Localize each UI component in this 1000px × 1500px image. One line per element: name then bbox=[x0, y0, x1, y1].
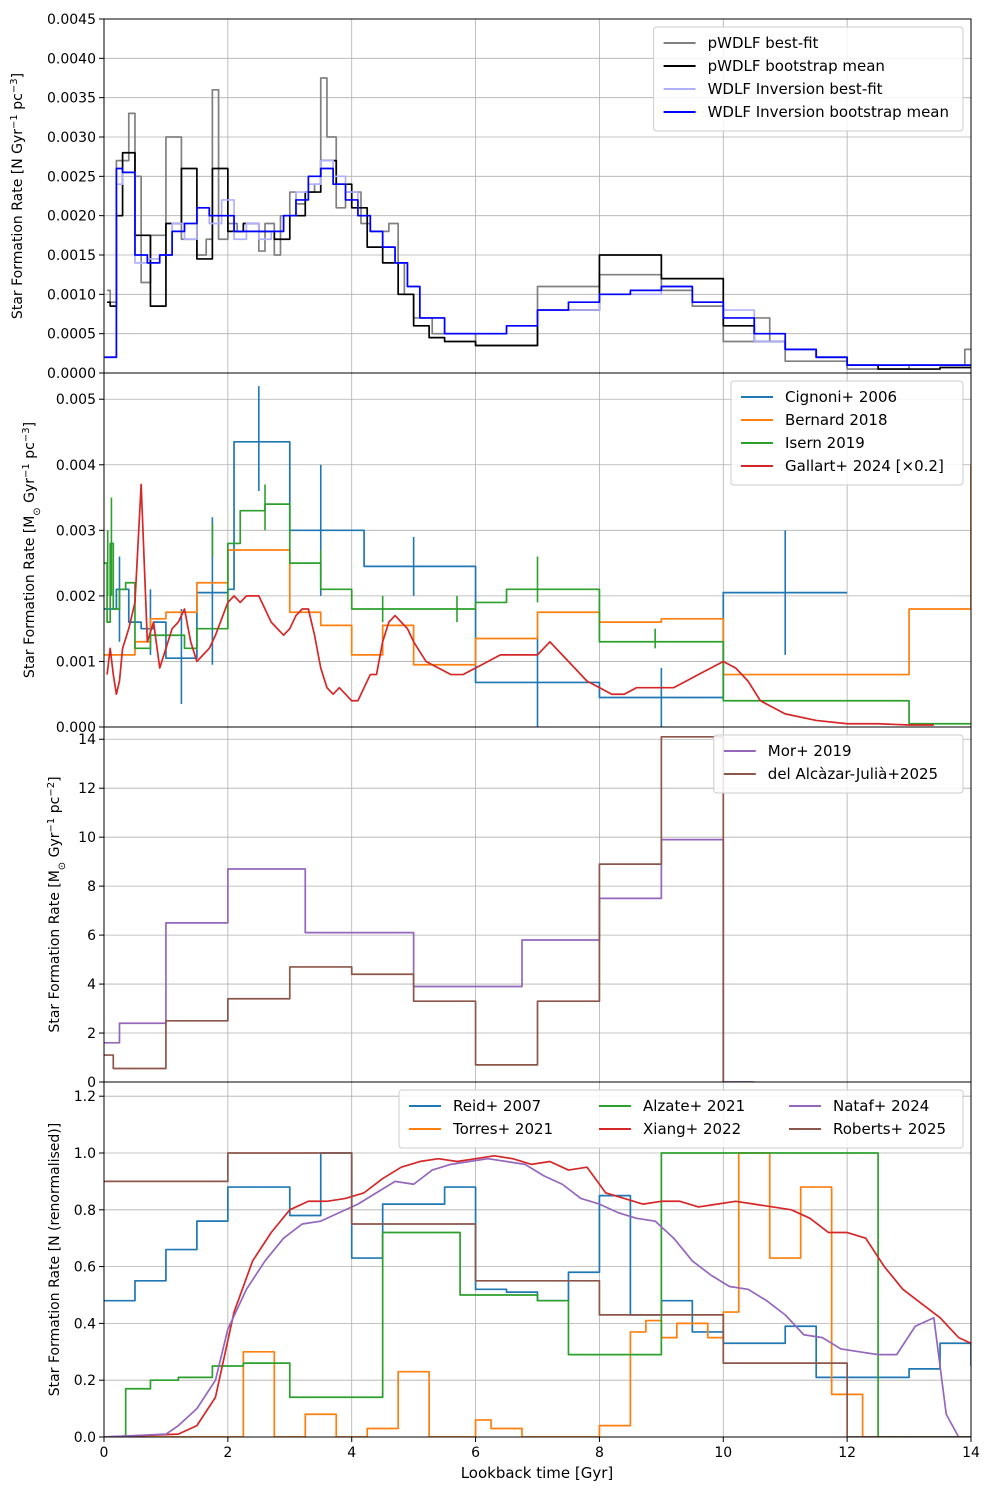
y-tick-label: 0.0010 bbox=[47, 287, 96, 303]
legend-entry: Reid+ 2007 bbox=[453, 1097, 541, 1115]
legend-entry: pWDLF bootstrap mean bbox=[708, 57, 885, 75]
legend-entry: Isern 2019 bbox=[785, 434, 865, 452]
y-tick-label: 0.004 bbox=[56, 458, 96, 474]
axes-frame bbox=[103, 1081, 972, 1438]
y-tick-label: 4 bbox=[87, 977, 96, 993]
legend-box bbox=[398, 1089, 964, 1149]
y-tick-label: 0.002 bbox=[56, 589, 96, 605]
x-tick-label: 4 bbox=[347, 1445, 356, 1461]
series-group bbox=[104, 1152, 971, 1437]
legend-entry: Bernard 2018 bbox=[785, 411, 888, 429]
series-line-3 bbox=[104, 1152, 971, 1437]
y-tick-label: 10 bbox=[78, 830, 96, 846]
legend-entry: Cignoni+ 2006 bbox=[785, 388, 897, 406]
legend-box bbox=[653, 26, 964, 132]
y-tick-label: 0.0020 bbox=[47, 209, 96, 225]
y-tick-label: 0.000 bbox=[56, 720, 96, 736]
legend-entry: Alzate+ 2021 bbox=[643, 1097, 745, 1115]
series-line-6 bbox=[104, 1152, 971, 1437]
legend-entry: pWDLF best-fit bbox=[708, 34, 819, 52]
y-axis-label: Star Formation Rate [N (renormalised)] bbox=[47, 1123, 63, 1396]
y-tick-label: 8 bbox=[87, 879, 96, 895]
y-tick-label: 0.005 bbox=[56, 392, 96, 408]
legend: pWDLF best-fit pWDLF bootstrap mean WDLF I… bbox=[653, 26, 964, 132]
y-tick-label: 0.0040 bbox=[47, 51, 96, 67]
legend-entry: Xiang+ 2022 bbox=[643, 1120, 741, 1138]
series-line-1 bbox=[104, 838, 755, 1082]
y-tick-label: 0 bbox=[87, 1075, 96, 1091]
x-tick-label: 0 bbox=[100, 1445, 109, 1461]
legend-entry: WDLF Inversion bootstrap mean bbox=[708, 103, 949, 121]
legend-entry: WDLF Inversion best-fit bbox=[708, 80, 883, 98]
series-line-4 bbox=[106, 483, 934, 726]
y-tick-label: 0.003 bbox=[56, 523, 96, 539]
panel-3: 0 2 4 6 8 10 12 14 Star Formation Rate [M⊙ Gyr−1… bbox=[46, 726, 972, 1091]
y-tick-label: 0.0005 bbox=[47, 327, 96, 343]
y-tick-label: 0.0 bbox=[74, 1430, 96, 1446]
legend: Mor+ 2019 del Alcàzar-Julià+2025 bbox=[713, 734, 964, 794]
x-tick-label: 6 bbox=[471, 1445, 480, 1461]
y-tick-label: 1.2 bbox=[74, 1089, 96, 1105]
y-tick-label: 2 bbox=[87, 1026, 96, 1042]
legend: Reid+ 2007 Torres+ 2021 Alzate+ 2021 Xiang+… bbox=[398, 1089, 964, 1149]
y-tick-label: 0.4 bbox=[74, 1316, 96, 1332]
x-tick-label: 12 bbox=[838, 1445, 856, 1461]
series-line-2 bbox=[107, 151, 971, 370]
series-line-5 bbox=[104, 1157, 960, 1437]
panel-2: 0.000 0.001 0.002 0.003 0.004 0.005 Star Forma… bbox=[21, 372, 972, 736]
legend-box bbox=[730, 380, 964, 486]
y-tick-label: 0.0045 bbox=[47, 12, 96, 28]
y-tick-label: 0.001 bbox=[56, 654, 96, 670]
series-line-4 bbox=[104, 167, 971, 366]
y-tick-label: 0.6 bbox=[74, 1260, 96, 1276]
y-tick-label: 0.0035 bbox=[47, 91, 96, 107]
series-line-4 bbox=[104, 1154, 971, 1437]
panel-4: 0.0 0.2 0.4 0.6 0.8 1.0 1.2 Star Formation Rate… bbox=[47, 1081, 972, 1446]
y-tick-label: 0.0000 bbox=[47, 366, 96, 382]
legend-entry: Nataf+ 2024 bbox=[833, 1097, 929, 1115]
series-line-1 bbox=[104, 1152, 971, 1379]
legend-entry: del Alcàzar-Julià+2025 bbox=[768, 765, 938, 783]
y-tick-label: 0.0015 bbox=[47, 248, 96, 264]
y-axis-label: Star Formation Rate [N Gyr−1 pc−3] bbox=[9, 73, 27, 319]
series-group bbox=[104, 735, 755, 1082]
x-tick-label: 14 bbox=[962, 1445, 980, 1461]
y-tick-label: 0.0030 bbox=[47, 130, 96, 146]
x-tick-label: 8 bbox=[595, 1445, 604, 1461]
y-axis-label: Star Formation Rate [M⊙ Gyr−1 pc−2] bbox=[46, 776, 68, 1032]
series-group bbox=[104, 77, 971, 370]
y-tick-label: 0.0025 bbox=[47, 169, 96, 185]
y-tick-label: 6 bbox=[87, 928, 96, 944]
x-tick-label: 10 bbox=[714, 1445, 732, 1461]
panel-1: 0.0000 0.0005 0.0010 0.0015 0.0020 0.0025 0.00… bbox=[9, 12, 972, 382]
y-tick-label: 1.0 bbox=[74, 1146, 96, 1162]
legend: Cignoni+ 2006 Bernard 2018 Isern 2019 Galla… bbox=[730, 380, 964, 486]
legend-entry: Mor+ 2019 bbox=[768, 742, 852, 760]
legend-entry: Roberts+ 2025 bbox=[833, 1120, 946, 1138]
legend-entry: Torres+ 2021 bbox=[452, 1120, 553, 1138]
y-axis-label: Star Formation Rate [M⊙ Gyr−1 pc−3] bbox=[21, 422, 43, 678]
y-tick-label: 12 bbox=[78, 781, 96, 797]
series-group bbox=[104, 386, 971, 727]
y-tick-label: 0.2 bbox=[74, 1373, 96, 1389]
y-tick-label: 0.8 bbox=[74, 1203, 96, 1219]
series-line-2 bbox=[104, 735, 725, 1082]
x-tick-label: 2 bbox=[223, 1445, 232, 1461]
y-tick-label: 14 bbox=[78, 732, 96, 748]
legend-entry: Gallart+ 2024 [×0.2] bbox=[785, 457, 944, 475]
legend-box bbox=[713, 734, 964, 794]
x-axis-label: Lookback time [Gyr] bbox=[461, 1464, 614, 1482]
series-line-2 bbox=[104, 1152, 910, 1437]
